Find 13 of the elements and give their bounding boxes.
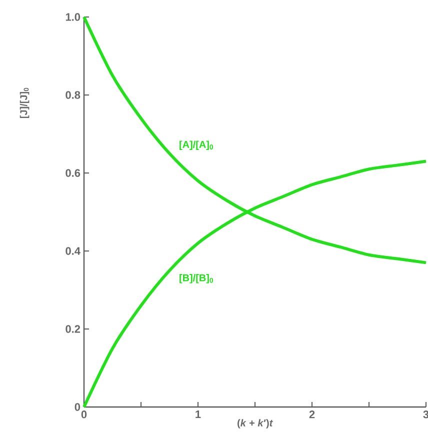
- x-tick-label: 2: [309, 410, 315, 418]
- y-tick-label: 0: [74, 403, 80, 411]
- y-axis-title: [J]/[J]$_{0}$: [20, 88, 30, 118]
- x-axis-title: (k + k′)t: [238, 419, 273, 428]
- x-tick-label: 0: [81, 410, 87, 418]
- y-tick-label: 0.6: [66, 169, 80, 177]
- y-tick-label: 0.4: [66, 247, 80, 255]
- y-tick-label: 1.0: [66, 13, 80, 21]
- y-tick-label: 0.2: [66, 325, 80, 333]
- y-tick-label: 0.8: [66, 91, 80, 99]
- series-label: [B]/[B]$_{0}$: [180, 274, 214, 284]
- x-tick-label: 1: [196, 410, 201, 418]
- series-label: [A]/[A]$_{0}$: [180, 140, 214, 150]
